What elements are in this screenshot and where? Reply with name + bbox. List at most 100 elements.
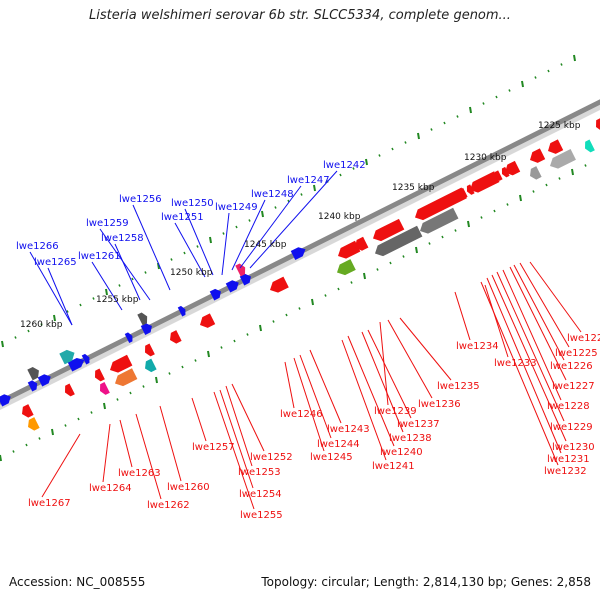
reverse-gene-shape — [145, 343, 155, 357]
tick-mark — [155, 376, 158, 384]
leader-line — [231, 383, 265, 452]
feature-block — [145, 358, 157, 373]
tick-mark — [311, 298, 314, 306]
leader-line — [239, 185, 302, 269]
tick-mark — [534, 76, 537, 79]
tick-mark — [51, 428, 54, 436]
gene-label: lwe1229 — [550, 422, 593, 433]
tick-mark — [363, 272, 366, 280]
feature-block — [375, 225, 423, 257]
gene-label: lwe1231 — [547, 454, 590, 465]
tick-mark — [183, 251, 186, 255]
tick-mark — [480, 216, 483, 219]
forward-gene-shape — [140, 323, 152, 335]
tick-mark — [558, 177, 561, 180]
tick-mark — [469, 106, 472, 114]
gene-label: lwe1247 — [287, 175, 330, 186]
leader-line — [249, 170, 338, 269]
reverse-gene — [480, 177, 489, 188]
tick-mark — [584, 164, 587, 167]
forward-gene — [0, 394, 11, 407]
tick-mark — [116, 398, 119, 401]
forward-gene-shape — [209, 288, 221, 301]
forward-gene — [140, 323, 152, 335]
scale-label: 1230 kbp — [464, 153, 507, 163]
tick-mark — [350, 281, 353, 284]
leader-line — [299, 354, 332, 439]
reverse-gene-shape — [530, 148, 546, 163]
forward-gene — [225, 280, 239, 293]
tick-mark — [261, 210, 264, 218]
tick-mark — [324, 294, 327, 297]
reverse-gene-shape — [170, 330, 182, 344]
gene-label: lwe1246 — [280, 409, 323, 420]
leader-line — [225, 385, 253, 467]
reverse-gene — [22, 404, 34, 418]
reverse-gene-shape — [548, 139, 564, 154]
gene-features — [0, 118, 600, 431]
tick-mark — [337, 287, 340, 291]
reverse-gene-shape — [200, 313, 216, 328]
tick-mark — [532, 190, 535, 193]
forward-gene-shape — [177, 305, 186, 317]
leader-line — [219, 389, 254, 489]
tick-mark — [105, 288, 108, 296]
tick-mark — [456, 115, 459, 118]
reverse-gene-shape — [505, 160, 521, 176]
leader-line — [361, 331, 404, 433]
tick-mark — [12, 450, 15, 453]
tick-mark — [573, 54, 576, 62]
forward-gene — [124, 332, 133, 343]
leader-line — [454, 291, 471, 341]
tick-mark — [376, 268, 379, 271]
gene-label: lwe1251 — [161, 212, 204, 223]
gene-label: lwe1228 — [547, 401, 590, 412]
feature-block — [585, 139, 595, 153]
gene-label: lwe1235 — [437, 381, 480, 392]
tick-marks — [0, 54, 587, 462]
tick-mark — [389, 261, 392, 265]
tick-mark — [404, 141, 407, 144]
tick-mark — [79, 303, 82, 307]
forward-gene — [239, 273, 251, 286]
leader-line — [119, 419, 133, 468]
leader-line — [509, 266, 567, 381]
gene-label: lwe1234 — [456, 341, 499, 352]
gene-label: lwe1240 — [380, 447, 423, 458]
reverse-gene-shape — [373, 218, 405, 242]
tick-mark — [352, 167, 355, 170]
tick-mark — [92, 297, 95, 300]
tick-mark — [417, 132, 420, 140]
leader-line — [293, 357, 325, 452]
gene-label: lwe1224 — [567, 333, 600, 344]
scale-label: 1250 kbp — [170, 268, 213, 278]
tick-mark — [118, 284, 121, 287]
scale-label: 1255 kbp — [96, 295, 139, 305]
scale-label: 1245 kbp — [244, 240, 287, 250]
reverse-gene — [548, 139, 564, 154]
gene-label: lwe1265 — [34, 257, 77, 268]
reverse-gene-shape — [459, 187, 468, 199]
reverse-gene-shape — [596, 118, 600, 131]
tick-mark — [207, 350, 210, 358]
feature-block-shape — [585, 139, 595, 153]
gene-label: lwe1232 — [544, 466, 587, 477]
reverse-gene — [373, 218, 405, 242]
gene-label: lwe1239 — [374, 406, 417, 417]
accession-label: Accession: NC_008555 — [9, 575, 146, 589]
leader-line — [387, 319, 433, 399]
forward-gene-shape — [67, 358, 85, 372]
tick-mark — [339, 173, 342, 177]
gene-label: lwe1238 — [389, 433, 432, 444]
reverse-gene — [505, 160, 521, 176]
gene-label: lwe1262 — [147, 500, 190, 511]
tick-mark — [233, 339, 236, 343]
gene-label: lwe1241 — [372, 461, 415, 472]
tick-mark — [467, 220, 470, 228]
leader-line — [513, 264, 565, 361]
leader-line — [284, 361, 295, 409]
leader-line — [91, 261, 123, 311]
tick-mark — [300, 193, 303, 196]
map-title: Listeria welshimeri serovar 6b str. SLCC… — [89, 8, 511, 23]
